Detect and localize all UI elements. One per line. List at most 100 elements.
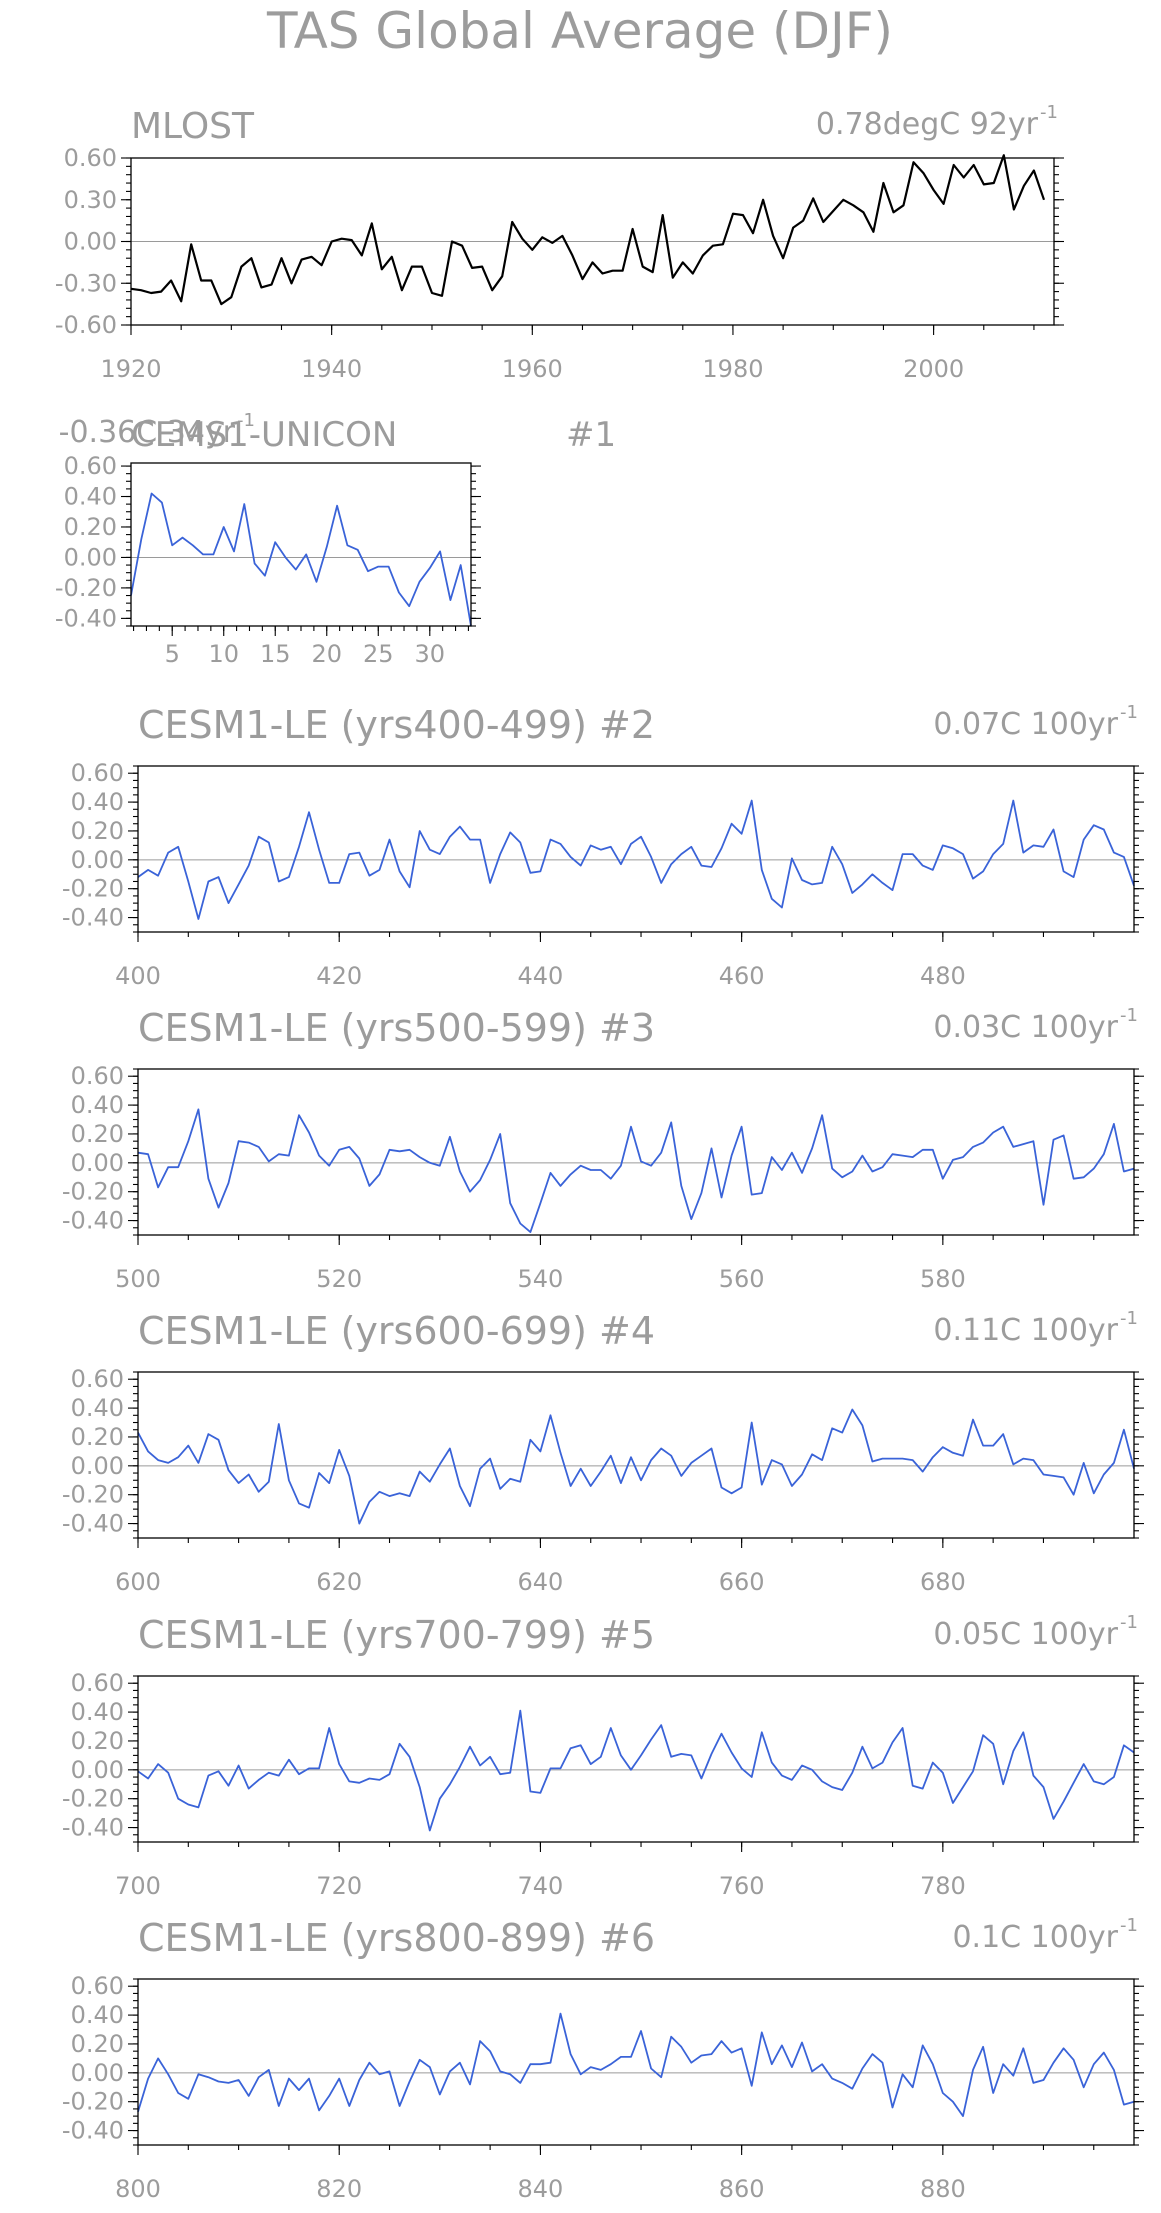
series-line <box>130 492 472 627</box>
x-tick-label: 820 <box>316 2175 362 2203</box>
series-line <box>137 2012 1135 2118</box>
panel-title: CESM1-LE (yrs700-799) #5 <box>138 1613 655 1657</box>
trend-label: 0.03C 100yr <box>933 1010 1118 1045</box>
x-tick-label: 520 <box>316 1265 362 1293</box>
y-tick-label: -0.40 <box>55 604 117 632</box>
x-tick-label: 400 <box>115 962 161 990</box>
y-tick-label: 0.60 <box>64 144 117 172</box>
panel-title: CESM1-LE (yrs400-499) #2 <box>138 703 655 747</box>
y-tick-label: 0.00 <box>71 1149 124 1177</box>
y-tick-label: -0.20 <box>62 1178 124 1206</box>
y-tick-label: 0.60 <box>71 1972 124 2000</box>
figure-title: TAS Global Average (DJF) <box>266 2 893 60</box>
x-tick-label: 700 <box>115 1872 161 1900</box>
panel-title: CESM1-LE (yrs500-599) #3 <box>138 1006 655 1050</box>
series-line <box>130 154 1046 306</box>
x-tick-label: 840 <box>518 2175 564 2203</box>
y-tick-label: 0.60 <box>71 1669 124 1697</box>
x-tick-label: 600 <box>115 1568 161 1596</box>
y-tick-label: 0.40 <box>71 2001 124 2029</box>
y-tick-label: 0.60 <box>64 452 117 480</box>
y-tick-label: 0.00 <box>71 846 124 874</box>
panel-title: CEMS1-UNICON <box>131 415 397 455</box>
y-tick-label: 0.30 <box>64 186 117 214</box>
y-tick-label: -0.20 <box>62 875 124 903</box>
series-line <box>137 1408 1135 1525</box>
series-line <box>137 799 1135 920</box>
y-tick-label: 0.20 <box>71 817 124 845</box>
y-tick-label: -0.40 <box>62 1207 124 1235</box>
trend-label: 0.78degC 92yr <box>816 107 1039 142</box>
x-tick-label: 5 <box>165 640 180 668</box>
x-tick-label: 460 <box>719 962 765 990</box>
x-tick-label: 720 <box>316 1872 362 1900</box>
panel-title-suffix: #1 <box>566 415 616 455</box>
y-tick-label: 0.60 <box>71 1365 124 1393</box>
y-tick-label: 0.00 <box>71 1756 124 1784</box>
y-tick-label: 0.60 <box>71 759 124 787</box>
trend-label: 0.11C 100yr <box>933 1313 1118 1348</box>
x-tick-label: 20 <box>311 640 342 668</box>
trend-exponent: -1 <box>1120 702 1138 723</box>
x-tick-label: 540 <box>518 1265 564 1293</box>
y-tick-label: 0.40 <box>71 1394 124 1422</box>
x-tick-label: 500 <box>115 1265 161 1293</box>
y-tick-label: -0.40 <box>62 1814 124 1842</box>
trend-exponent: -1 <box>1120 1915 1138 1936</box>
x-tick-label: 15 <box>260 640 291 668</box>
y-tick-label: -0.20 <box>62 1785 124 1813</box>
y-tick-label: -0.20 <box>55 574 117 602</box>
y-tick-label: 0.40 <box>64 483 117 511</box>
x-tick-label: 680 <box>920 1568 966 1596</box>
x-tick-label: 1920 <box>100 355 161 383</box>
x-tick-label: 10 <box>208 640 239 668</box>
plot-frame <box>130 462 472 627</box>
y-tick-label: 0.60 <box>71 1062 124 1090</box>
trend-exponent: -1 <box>1120 1612 1138 1633</box>
panel-title: MLOST <box>131 106 255 147</box>
trend-exponent: -1 <box>237 410 255 431</box>
plot-frame <box>137 1978 1135 2146</box>
y-tick-label: 0.00 <box>71 1452 124 1480</box>
x-tick-label: 420 <box>316 962 362 990</box>
series-line <box>137 1108 1135 1233</box>
x-tick-label: 1940 <box>301 355 362 383</box>
plot-frame <box>137 1371 1135 1539</box>
x-tick-label: 800 <box>115 2175 161 2203</box>
y-tick-label: 0.40 <box>71 788 124 816</box>
y-tick-label: 0.20 <box>71 2030 124 2058</box>
y-tick-label: 0.20 <box>71 1120 124 1148</box>
y-tick-label: -0.30 <box>55 269 117 297</box>
plot-frame <box>137 1068 1135 1236</box>
x-tick-label: 25 <box>363 640 394 668</box>
y-tick-label: 0.40 <box>71 1091 124 1119</box>
x-tick-label: 660 <box>719 1568 765 1596</box>
y-tick-label: 0.00 <box>64 543 117 571</box>
x-tick-label: 620 <box>316 1568 362 1596</box>
x-tick-label: 30 <box>415 640 446 668</box>
trend-exponent: -1 <box>1040 102 1058 123</box>
x-tick-label: 880 <box>920 2175 966 2203</box>
panel-title: CESM1-LE (yrs800-899) #6 <box>138 1916 655 1960</box>
y-tick-label: 0.40 <box>71 1698 124 1726</box>
y-tick-label: 0.20 <box>64 513 117 541</box>
y-tick-label: 0.20 <box>71 1423 124 1451</box>
plot-frame <box>130 157 1055 326</box>
x-tick-label: 740 <box>518 1872 564 1900</box>
x-tick-label: 780 <box>920 1872 966 1900</box>
trend-exponent: -1 <box>1120 1308 1138 1329</box>
y-tick-label: -0.40 <box>62 1510 124 1538</box>
x-tick-label: 760 <box>719 1872 765 1900</box>
series-line <box>137 1709 1135 1832</box>
y-tick-label: -0.40 <box>62 904 124 932</box>
trend-label: 0.05C 100yr <box>933 1617 1118 1652</box>
x-tick-label: 640 <box>518 1568 564 1596</box>
trend-exponent: -1 <box>1120 1005 1138 1026</box>
x-tick-label: 580 <box>920 1265 966 1293</box>
x-tick-label: 560 <box>719 1265 765 1293</box>
trend-label: 0.07C 100yr <box>933 707 1118 742</box>
x-tick-label: 860 <box>719 2175 765 2203</box>
panel-title: CESM1-LE (yrs600-699) #4 <box>138 1309 655 1353</box>
plot-frame <box>137 1675 1135 1843</box>
